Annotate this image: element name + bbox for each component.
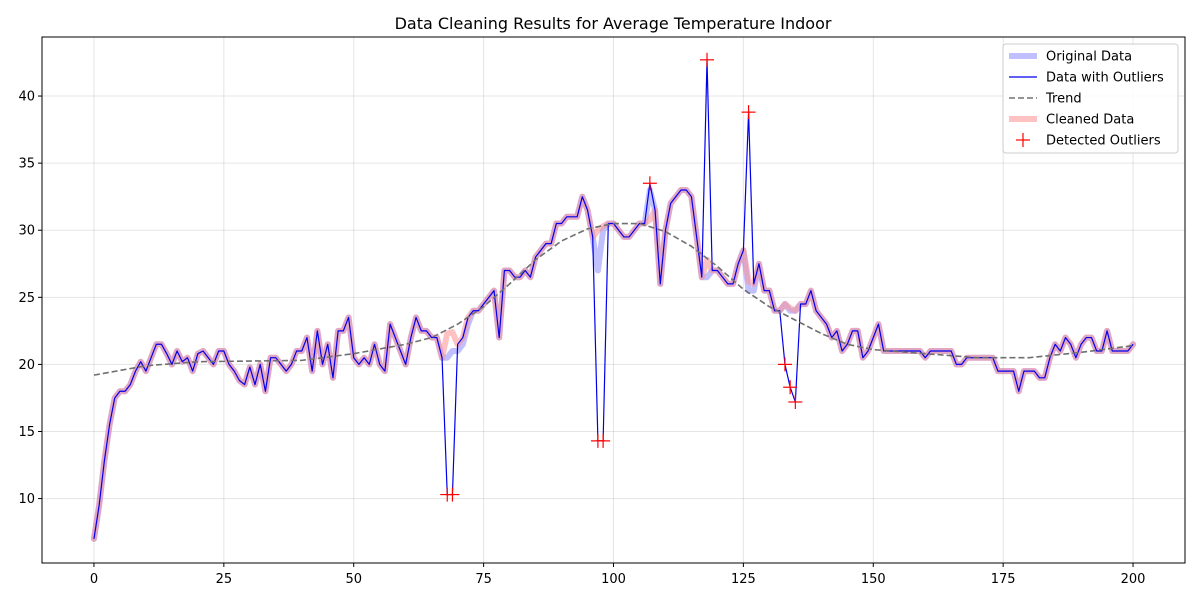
- y-tick-label: 30: [18, 224, 35, 239]
- x-tick-label: 100: [601, 572, 626, 587]
- x-tick-label: 75: [475, 572, 492, 587]
- legend-label: Original Data: [1046, 50, 1132, 65]
- outlier-marker: [741, 105, 756, 120]
- outlier-marker: [642, 176, 657, 191]
- y-tick-label: 10: [18, 492, 35, 507]
- y-tick-label: 35: [18, 157, 35, 172]
- y-tick-label: 15: [18, 425, 35, 440]
- outlier-marker: [777, 357, 792, 372]
- chart-title: Data Cleaning Results for Average Temper…: [395, 14, 832, 33]
- outlier-marker: [700, 52, 715, 67]
- outlier-marker: [596, 433, 611, 448]
- series-trend-line: [93, 222, 1134, 376]
- y-tick-label: 40: [18, 90, 35, 105]
- x-tick-label: 25: [216, 572, 233, 587]
- legend-label: Detected Outliers: [1046, 134, 1161, 149]
- series-layer: [90, 52, 1137, 542]
- x-tick-label: 150: [861, 572, 886, 587]
- legend-label: Data with Outliers: [1046, 71, 1164, 86]
- x-tick-label: 125: [731, 572, 756, 587]
- outlier-marker: [788, 394, 803, 409]
- outlier-marker: [445, 487, 460, 502]
- legend-label: Cleaned Data: [1046, 113, 1134, 128]
- x-tick-label: 175: [991, 572, 1016, 587]
- legend: Original Data Data with Outliers Trend Clea…: [1002, 43, 1179, 154]
- x-tick-label: 50: [345, 572, 362, 587]
- legend-frame: [1002, 43, 1179, 154]
- y-tick-label: 20: [18, 358, 35, 373]
- x-tick-label: 200: [1121, 572, 1146, 587]
- outlier-marker: [783, 380, 798, 395]
- y-tick-label: 25: [18, 291, 35, 306]
- axis-ticks: 0 25 50 75 100 125 150 175 200 10 15 20 25 30 35 40: [18, 90, 1145, 587]
- x-tick-label: 0: [90, 572, 98, 587]
- legend-label: Trend: [1045, 92, 1082, 107]
